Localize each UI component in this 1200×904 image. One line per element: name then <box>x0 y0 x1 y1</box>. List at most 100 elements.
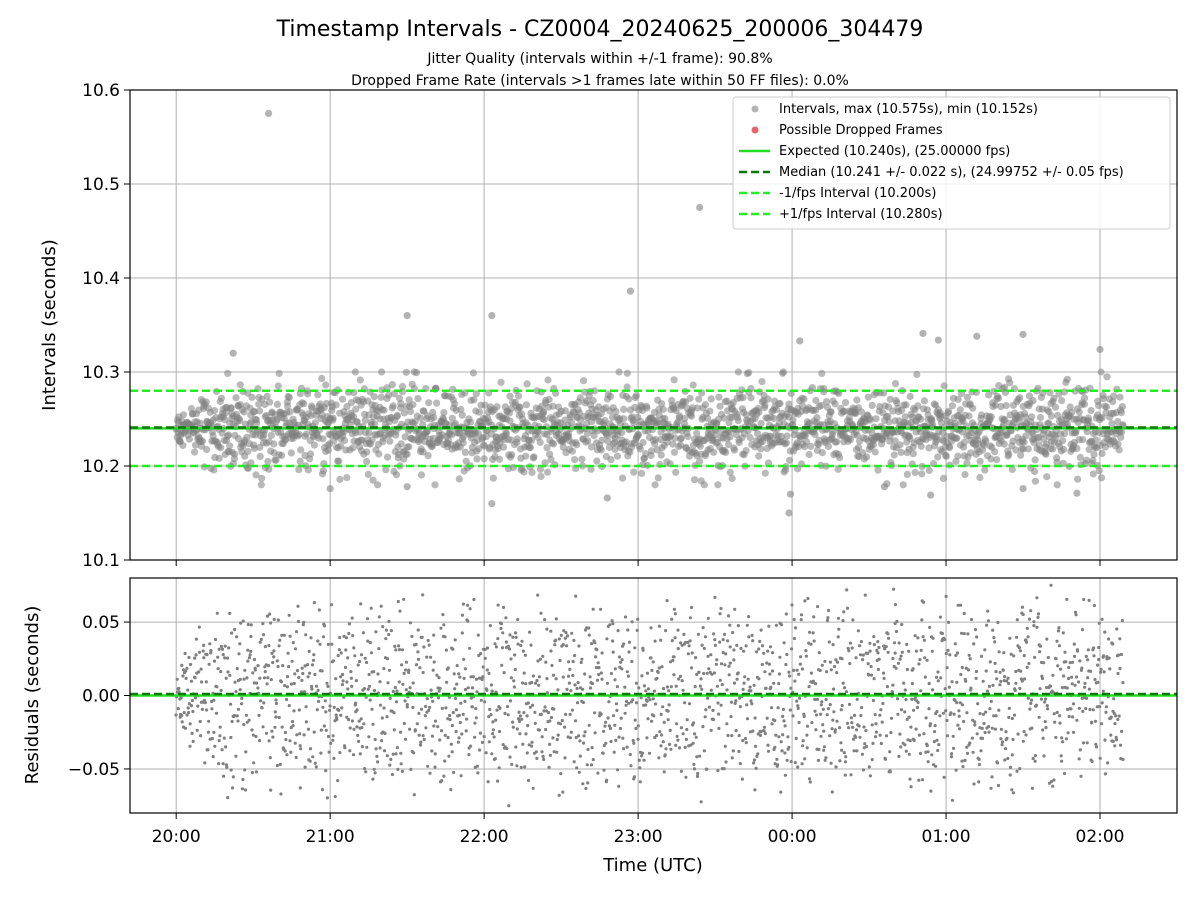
residual-point <box>436 725 440 729</box>
interval-point <box>311 419 319 427</box>
residual-point <box>641 648 645 652</box>
residual-point <box>563 756 567 760</box>
interval-point <box>1031 467 1039 476</box>
residual-point <box>852 749 856 753</box>
residual-point <box>979 749 983 753</box>
interval-point <box>374 481 382 489</box>
residual-point <box>424 704 428 709</box>
interval-point <box>448 414 456 422</box>
residual-point <box>767 662 772 666</box>
interval-point <box>853 396 861 404</box>
interval-point <box>1029 397 1037 405</box>
residual-point <box>497 766 501 770</box>
interval-point <box>455 475 463 483</box>
residual-point <box>350 719 354 723</box>
residual-point <box>928 722 933 726</box>
residual-point <box>831 718 835 722</box>
residual-point <box>320 669 324 673</box>
residual-point <box>1027 661 1031 666</box>
residual-point <box>251 671 255 675</box>
residual-point <box>870 723 874 727</box>
residual-point <box>1094 745 1099 749</box>
residual-point <box>611 714 616 718</box>
residual-point <box>392 711 396 715</box>
residual-point <box>611 639 615 643</box>
residual-point <box>974 676 978 681</box>
residual-point <box>738 705 743 709</box>
residual-point <box>470 686 475 690</box>
residual-point <box>1097 657 1101 662</box>
residual-point <box>907 752 911 756</box>
interval-point <box>469 369 477 377</box>
residual-point <box>1062 674 1066 678</box>
interval-point <box>411 418 419 426</box>
residual-point <box>339 675 343 679</box>
residual-point <box>514 635 518 639</box>
residual-point <box>846 646 850 651</box>
residual-point <box>413 728 417 732</box>
residual-point <box>898 657 902 661</box>
residual-point <box>213 744 217 748</box>
interval-outlier-point <box>1019 330 1027 338</box>
residual-point <box>228 673 232 678</box>
residual-point <box>943 687 947 691</box>
residual-point <box>387 633 391 637</box>
interval-point <box>817 401 825 409</box>
residual-point <box>965 745 969 749</box>
residual-point <box>776 763 780 767</box>
residual-point <box>1100 722 1104 726</box>
legend-label-median: Median (10.241 +/- 0.022 s), (24.99752 +… <box>779 165 1124 180</box>
residual-point <box>785 758 789 762</box>
residual-point <box>419 740 423 744</box>
residual-point <box>388 763 392 767</box>
residual-point <box>955 651 960 655</box>
residual-point <box>710 672 714 676</box>
residual-point <box>370 707 374 711</box>
residual-point <box>257 713 261 718</box>
residual-point <box>515 727 519 731</box>
interval-point <box>433 399 441 407</box>
residual-point <box>909 725 913 729</box>
residual-point <box>693 732 697 736</box>
interval-point <box>1017 451 1025 459</box>
residual-point <box>1060 686 1064 690</box>
residual-point <box>898 732 902 736</box>
residual-point <box>608 623 612 627</box>
residual-point <box>669 685 673 689</box>
residual-point <box>633 646 637 650</box>
residual-point <box>491 728 495 732</box>
residual-point <box>311 755 315 759</box>
residual-point <box>1120 729 1124 734</box>
residual-point <box>807 777 812 781</box>
residual-point <box>911 667 915 671</box>
interval-point <box>516 403 524 411</box>
residual-point <box>1104 705 1108 709</box>
residual-point <box>206 730 210 734</box>
residual-point <box>274 701 279 706</box>
residual-point <box>260 706 264 710</box>
residual-point <box>222 774 226 778</box>
interval-point <box>734 368 743 376</box>
residual-point <box>478 748 482 752</box>
residual-point <box>1112 697 1116 701</box>
residual-point <box>537 675 542 679</box>
interval-point <box>681 415 689 423</box>
residual-point <box>1036 612 1041 616</box>
residual-point <box>716 768 720 773</box>
residual-point <box>1099 667 1103 672</box>
residual-point <box>1041 736 1045 740</box>
residual-point <box>1117 714 1121 718</box>
interval-point <box>776 399 784 408</box>
residual-point <box>977 762 982 767</box>
residual-point <box>476 771 480 775</box>
interval-point <box>495 455 504 463</box>
residual-point <box>474 677 479 681</box>
residual-point <box>428 705 432 710</box>
residual-point <box>1053 720 1057 724</box>
residual-point <box>905 717 909 722</box>
residual-point <box>922 638 927 642</box>
interval-point <box>786 456 794 464</box>
residual-point <box>585 763 589 767</box>
interval-point <box>913 370 921 378</box>
